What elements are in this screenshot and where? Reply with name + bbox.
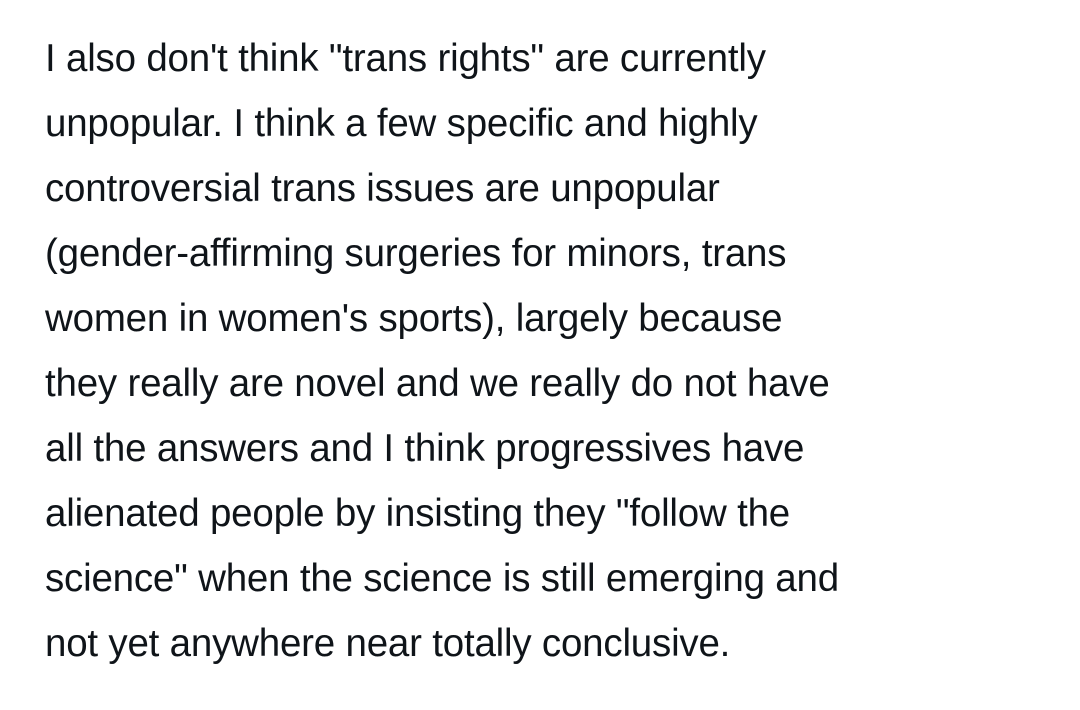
text-line: controversial trans issues are unpopular xyxy=(45,167,720,210)
post-text: I also don't think "trans rights" are cu… xyxy=(45,26,1065,676)
text-line: alienated people by insisting they "foll… xyxy=(45,492,791,535)
text-line: they really are novel and we really do n… xyxy=(45,362,830,405)
text-line: all the answers and I think progressives… xyxy=(45,427,805,470)
text-line: science" when the science is still emerg… xyxy=(45,557,839,600)
text-line: not yet anywhere near totally conclusive… xyxy=(45,622,731,665)
text-line: women in women's sports), largely becaus… xyxy=(45,297,783,340)
text-line: I also don't think "trans rights" are cu… xyxy=(45,37,766,80)
text-line: unpopular. I think a few specific and hi… xyxy=(45,102,758,145)
text-line: (gender-affirming surgeries for minors, … xyxy=(45,232,787,275)
